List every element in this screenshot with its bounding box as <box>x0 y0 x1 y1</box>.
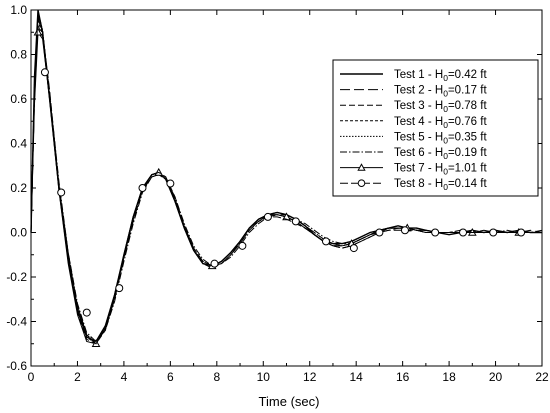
series-layer <box>30 9 543 348</box>
x-tick-label: 12 <box>303 370 317 384</box>
triangle-marker <box>33 27 43 36</box>
y-tick-label: 0.8 <box>10 48 27 62</box>
circle-marker <box>375 228 384 237</box>
x-tick-label: 18 <box>442 370 456 384</box>
y-tick-label: 0.0 <box>10 226 27 240</box>
x-tick-label: 22 <box>535 370 549 384</box>
x-tick-label: 10 <box>257 370 271 384</box>
x-tick-label: 2 <box>74 370 81 384</box>
circle-marker <box>40 68 49 77</box>
legend-item-6: Test 6 - H0=0.19 ft <box>340 147 487 161</box>
legend-item-8: Test 8 - H0=0.14 ft <box>340 178 487 192</box>
legend-item-3: Test 3 - H0=0.78 ft <box>340 100 487 114</box>
circle-marker <box>166 179 175 188</box>
legend-label-subscript: 0 <box>443 104 448 114</box>
circle-marker <box>115 284 124 293</box>
y-tick-label: 1.0 <box>10 3 27 17</box>
legend-item-4: Test 4 - H0=0.76 ft <box>340 116 487 130</box>
y-tick-label: 0.2 <box>10 181 27 195</box>
y-tick-label: -0.4 <box>6 315 27 329</box>
x-axis-title: Time (sec) <box>259 394 320 409</box>
legend-label: Test 6 - H0=0.19 ft <box>394 147 487 161</box>
legend-label-main: Test 6 - H <box>394 147 443 159</box>
legend-box <box>332 59 539 197</box>
y-tick-label: 0.6 <box>10 92 27 106</box>
legend-label-main: Test 2 - H <box>394 85 443 97</box>
circle-marker <box>57 188 66 197</box>
ticks-layer: 0 2 4 6 8 10 12 14 16 18 20 22 -0.6 -0.4 -0.2 0.0 0.2 0.4… <box>6 3 549 384</box>
legend-label-main: Test 3 - H <box>394 100 443 112</box>
x-tick-label: 16 <box>396 370 410 384</box>
legend-label-tail: =0.76 ft <box>448 116 487 128</box>
legend-label-subscript: 0 <box>443 182 448 192</box>
legend-label-main: Test 5 - H <box>394 131 443 143</box>
legend-label-subscript: 0 <box>443 89 448 99</box>
circle-marker <box>210 259 219 268</box>
x-tick-label: 4 <box>121 370 128 384</box>
legend-label-subscript: 0 <box>443 167 448 177</box>
legend-label: Test 8 - H0=0.14 ft <box>394 178 487 192</box>
legend-label-subscript: 0 <box>443 73 448 83</box>
circle-marker <box>349 244 358 253</box>
legend-item-5: Test 5 - H0=0.35 ft <box>340 131 487 145</box>
circle-marker <box>291 217 300 226</box>
legend-label-tail: =0.35 ft <box>448 131 487 143</box>
circle-marker <box>238 241 247 250</box>
y-tick-label: -0.6 <box>6 359 27 373</box>
legend-label-main: Test 8 - H <box>394 178 443 190</box>
circle-marker <box>459 228 468 237</box>
circle-marker <box>489 228 498 237</box>
legend-label-tail: =0.42 ft <box>448 69 487 81</box>
circle-marker <box>400 226 409 235</box>
circle-marker <box>357 179 366 187</box>
legend-label: Test 5 - H0=0.35 ft <box>394 131 487 145</box>
legend-label-tail: =1.01 ft <box>448 163 487 175</box>
legend-label: Test 2 - H0=0.17 ft <box>394 85 487 99</box>
triangle-marker <box>357 163 366 171</box>
legend-label-main: Test 4 - H <box>394 116 443 128</box>
legend-label-main: Test 7 - H <box>394 163 443 175</box>
y-tick-label: -0.2 <box>6 270 27 284</box>
legend-label-tail: =0.19 ft <box>448 147 487 159</box>
circle-marker <box>517 228 526 237</box>
x-tick-label: 8 <box>213 370 220 384</box>
circle-marker <box>82 308 91 317</box>
y-tick-label: 0.4 <box>10 137 27 151</box>
x-tick-label: 0 <box>28 370 35 384</box>
legend-label-tail: =0.17 ft <box>448 85 487 97</box>
legend-label: Test 4 - H0=0.76 ft <box>394 116 487 130</box>
circle-marker <box>431 228 440 237</box>
x-tick-label: 20 <box>489 370 503 384</box>
legend-label-tail: =0.78 ft <box>448 100 487 112</box>
legend-label-subscript: 0 <box>443 120 448 130</box>
circle-marker <box>263 212 272 221</box>
legend-label: Test 7 - H0=1.01 ft <box>394 163 487 177</box>
legend-label-main: Test 1 - H <box>394 69 443 81</box>
x-tick-label: 14 <box>350 370 364 384</box>
circle-marker <box>138 184 147 192</box>
legend-label-subscript: 0 <box>443 135 448 145</box>
legend-item-7: Test 7 - H0=1.01 ft <box>340 163 487 177</box>
series-line-8 <box>30 14 542 345</box>
legend-label: Test 3 - H0=0.78 ft <box>394 100 487 114</box>
legend-label-tail: =0.14 ft <box>448 178 487 190</box>
legend-label: Test 1 - H0=0.42 ft <box>394 69 487 83</box>
legend-label-subscript: 0 <box>443 151 448 161</box>
series-markers-8 <box>40 68 526 317</box>
circle-marker <box>321 237 330 246</box>
legend-item-1: Test 1 - H0=0.42 ft <box>340 69 487 83</box>
legend-item-2: Test 2 - H0=0.17 ft <box>340 85 487 99</box>
x-tick-label: 6 <box>167 370 174 384</box>
